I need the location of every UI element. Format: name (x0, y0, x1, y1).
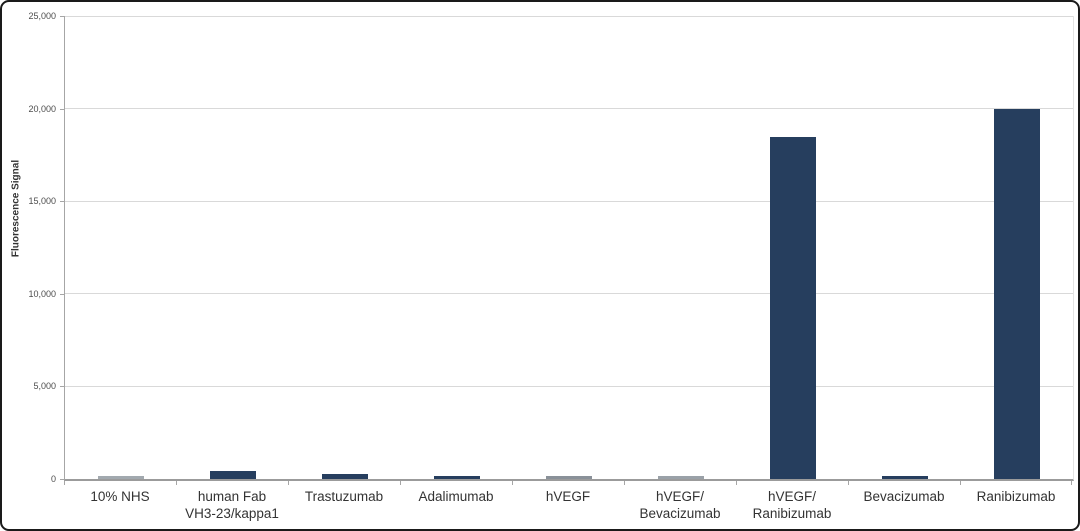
x-tick-mark (288, 481, 289, 485)
bar-hvegf (546, 476, 592, 479)
plot-area (64, 15, 1074, 481)
category-label: 10% NHS (90, 489, 150, 504)
bar-10-nhs (98, 476, 144, 479)
category-label: hVEGF/ Bevacizumab (639, 489, 721, 521)
category-label: hVEGF (545, 489, 591, 504)
gridline (65, 293, 1073, 295)
x-tick-mark (1071, 481, 1072, 485)
y-tick-label: 20,000 (28, 103, 56, 114)
x-tick-mark (64, 481, 65, 485)
category-label: Ranibizumab (976, 489, 1056, 504)
y-tick-label: 5,000 (33, 381, 56, 392)
bar-ranibizumab (994, 108, 1040, 479)
bar-bevacizumab (882, 476, 928, 479)
gridline (65, 15, 1073, 17)
gridline (65, 385, 1073, 387)
bar-trastuzumab (322, 474, 368, 479)
y-tick-mark (60, 108, 64, 110)
y-tick-label: 10,000 (28, 288, 56, 299)
y-tick-label: 0 (50, 474, 56, 484)
category-label: human Fab VH3-23/kappa1 (185, 489, 279, 521)
bar-hvegf-ranibizumab (770, 137, 816, 479)
y-tick-label: 25,000 (28, 11, 56, 21)
x-tick-mark (848, 481, 849, 485)
gridline (65, 200, 1073, 202)
y-tick-mark (60, 16, 64, 17)
category-label: Adalimumab (418, 489, 494, 504)
x-tick-mark (960, 481, 961, 485)
bar-hvegf-bevacizumab (658, 476, 704, 479)
x-tick-mark (512, 481, 513, 485)
y-axis-title: Fluorescence Signal (10, 159, 22, 258)
y-tick-mark (60, 293, 64, 295)
y-tick-mark (60, 386, 64, 388)
x-tick-mark (736, 481, 737, 485)
category-label: hVEGF/ Ranibizumab (752, 489, 832, 521)
category-label: Trastuzumab (304, 489, 384, 504)
category-label: Bevacizumab (863, 489, 945, 504)
y-tick-mark (60, 479, 64, 480)
y-tick-label: 15,000 (28, 196, 56, 207)
y-tick-mark (60, 201, 64, 203)
gridline (65, 108, 1073, 110)
bar-adalimumab (434, 475, 480, 479)
x-tick-mark (176, 481, 177, 485)
x-tick-mark (624, 481, 625, 485)
bar-human-fab-vh3-23-kappa1 (210, 471, 256, 479)
x-tick-mark (400, 481, 401, 485)
